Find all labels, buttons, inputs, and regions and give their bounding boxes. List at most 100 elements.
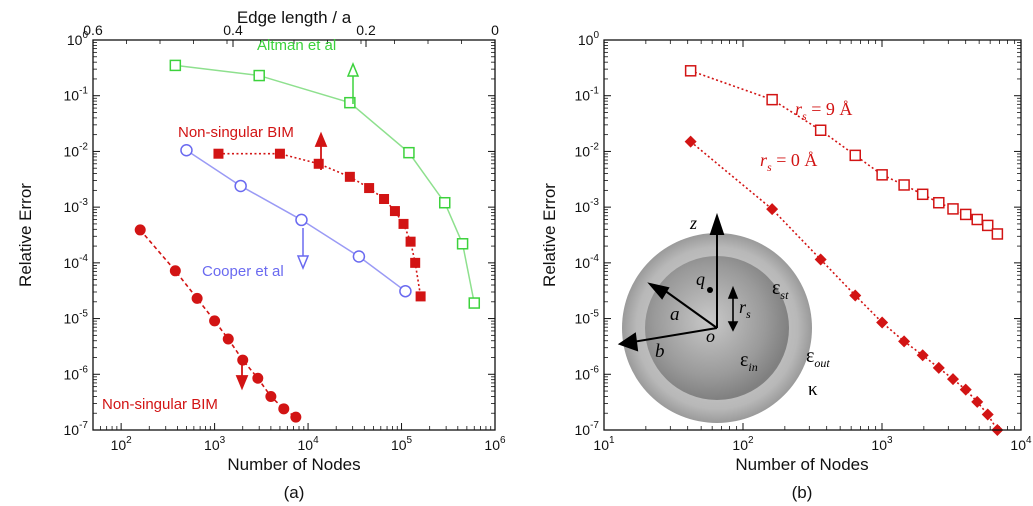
panel-b-series-1-point [766, 203, 779, 216]
panel-b-ticks: 10-7 10-6 10-5 10-4 10-3 10-2 10-1 100 101 102 103… [575, 30, 1032, 453]
panel-a-series-1-point [398, 218, 409, 229]
panel-a-ticks: 10-7 10-6 10-5 10-4 10-3 10-2 10-1 100 102 103 104… [64, 22, 506, 453]
panel-a-series-3-point [209, 315, 221, 327]
panel-a-y-tick-label: 10-4 [64, 253, 89, 271]
panel-a-series-2-point [399, 284, 412, 298]
panel-a-x2-tick-label: 0.4 [223, 22, 243, 38]
panel-a-y-label: Relative Error [16, 183, 35, 287]
panel-a-series-3-point [290, 411, 302, 423]
panel-b-y-tick-label: 100 [578, 30, 600, 48]
panel-a-y-tick-label: 10-1 [64, 86, 89, 104]
panel-a-plot-frame [92, 39, 496, 431]
panel-a-x-tick-label: 105 [391, 435, 413, 453]
panel-b-series-1-point [947, 373, 960, 386]
panel-a-series-2-point [352, 250, 366, 263]
inset-eps-in-label: εin [740, 349, 758, 374]
panel-a-series-3-point [191, 292, 203, 304]
panel-a-y-tick-label: 10-5 [64, 309, 89, 327]
panel-b-series-0-point [766, 93, 778, 106]
panel-a-series-1-point [410, 257, 421, 268]
panel-b-series-1-point [932, 361, 945, 374]
panel-a-series-1-point [389, 206, 400, 217]
panel-a-series-1-point [313, 158, 324, 169]
inset-eps-out-label: εout [806, 345, 830, 370]
panel-a-x2-tick-label: 0.2 [356, 22, 376, 38]
panel-a-y-tick-label: 10-2 [64, 141, 89, 159]
panel-a-series-0-point [253, 69, 265, 82]
panel-a-x-label: Number of Nodes [227, 455, 360, 474]
panel-b-series-0-point [959, 208, 972, 221]
panel-a-x-tick-label: 106 [484, 435, 506, 453]
inset-eps-st-label: εst [772, 277, 789, 302]
panel-a-series-1-point [379, 194, 390, 205]
panel-a-series-2-point [295, 213, 308, 227]
panel-a-series-3-point [278, 403, 290, 415]
panel-a-series-0-point [403, 146, 415, 159]
panel-b-series-0-point [991, 228, 1004, 240]
panel-b-series-0-point [814, 124, 827, 136]
panel-a-series-1-point [415, 291, 426, 302]
panel-a-series-0-point [439, 196, 451, 209]
panel-b-y-label: Relative Error [540, 183, 559, 287]
panel-b-series-0-point [933, 196, 945, 209]
inset-b-label: b [655, 341, 665, 362]
panel-a-series-3-line [139, 229, 297, 418]
panel-a-series-1-point [364, 183, 375, 194]
panel-a-x2-tick-label: 0 [491, 22, 499, 38]
inset-q-label: q [696, 269, 705, 289]
panel-a-x-tick-label: 103 [204, 435, 226, 453]
panel-a-y-tick-label: 10-7 [64, 420, 89, 438]
panel-b-series-1-point [971, 395, 984, 408]
panel-b: 10-7 10-6 10-5 10-4 10-3 10-2 10-1 100 101 102 103… [540, 30, 1032, 502]
panel-a-series-3-point [134, 224, 146, 236]
panel-a-caption: (a) [284, 483, 305, 502]
panel-a-x-tick-label: 102 [111, 435, 133, 453]
panel-b-series-0-point [898, 179, 910, 191]
panel-a-series [134, 59, 481, 423]
panel-a-series-3-point [169, 265, 181, 277]
arrow-altman-up [346, 62, 360, 104]
arrow-nsbim-up [314, 131, 328, 170]
annotation-nsbim-bottom: Non-singular BIM [102, 396, 218, 413]
panel-a-x2-label: Edge length / a [237, 8, 352, 27]
panel-a-series-1-point [405, 236, 416, 247]
panel-b-series-1-point [684, 135, 697, 148]
panel-a-x-tick-label: 104 [297, 435, 319, 453]
arrow-nsbim-down [235, 360, 249, 391]
panel-b-series-0-point [971, 213, 983, 226]
panel-b-y-tick-label: 10-4 [575, 253, 600, 271]
panel-b-y-tick-label: 10-7 [575, 420, 600, 438]
panel-a-series-3-point [222, 333, 234, 345]
panel-b-y-tick-label: 10-1 [575, 86, 600, 104]
panel-a-y-tick-label: 10-6 [64, 364, 89, 382]
inset-rs-label: rs [739, 297, 751, 321]
panel-b-series-0-point [916, 188, 929, 201]
panel-b-series-1-point [814, 253, 827, 266]
panel-a: 10-7 10-6 10-5 10-4 10-3 10-2 10-1 100 102 103 104… [16, 8, 506, 502]
annotation-rs9: rs = 9 Å [795, 99, 852, 123]
panel-b-series-0-point [947, 203, 959, 215]
panel-b-series-0-point [981, 219, 994, 232]
panel-a-series-0-point [468, 297, 481, 309]
inset-z-label: z [689, 213, 697, 233]
panel-b-series-0-point [876, 169, 888, 181]
inset-a-label: a [670, 304, 680, 325]
panel-a-x2-tick-label: 0.6 [83, 22, 103, 38]
panel-a-series-0-point [169, 59, 182, 72]
panel-b-caption: (b) [792, 483, 813, 502]
panel-b-y-tick-label: 10-3 [575, 197, 600, 215]
panel-a-series-0-point [456, 238, 469, 250]
panel-b-y-tick-label: 10-2 [575, 141, 600, 159]
panel-b-series-1-point [898, 335, 911, 348]
panel-a-series-1-point [213, 148, 224, 159]
annotation-nsbim-top: Non-singular BIM [178, 124, 294, 141]
panel-a-series-2-point [234, 179, 247, 193]
panel-a-y-tick-label: 100 [67, 30, 89, 48]
panel-b-x-tick-label: 102 [732, 435, 754, 453]
panel-b-x-tick-label: 103 [871, 435, 893, 453]
panel-b-plot-frame [603, 39, 1022, 431]
panel-b-series-0-point [684, 65, 697, 77]
panel-b-x-label: Number of Nodes [735, 455, 868, 474]
panel-a-series-0-point [344, 96, 356, 109]
panel-a-series-2-point [180, 143, 193, 157]
